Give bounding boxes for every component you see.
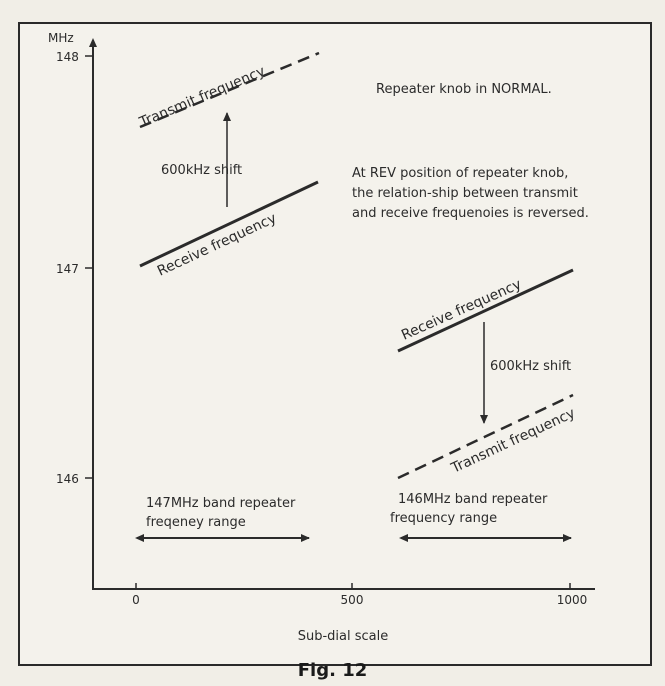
note-normal: Repeater knob in NORMAL. (376, 82, 552, 97)
x-axis-label: Sub-dial scale (298, 629, 389, 644)
x-tick-label-1000: 1000 (557, 593, 588, 607)
right-shift-label: 600kHz shift (490, 359, 571, 374)
left-shift-label: 600kHz shift (161, 163, 242, 178)
left-transmit-line (139, 51, 320, 129)
x-tick-label-0: 0 (132, 593, 140, 607)
y-unit-label: MHz (48, 31, 74, 45)
right-range-line-2: frequency range (390, 511, 497, 526)
y-tick-label-148: 148 (56, 50, 79, 64)
right-transmit-line (397, 393, 574, 480)
right-range-line-1: 146MHz band repeater (398, 492, 548, 507)
note-rev-line-3: and receive frequenoies is reversed. (352, 206, 589, 221)
left-range-line-2: freqeney range (146, 515, 246, 530)
right-transmit-label: Transmit frequency (448, 405, 578, 477)
right-receive-line (397, 268, 574, 353)
figure-frame (18, 22, 652, 666)
left-receive-line (139, 180, 319, 268)
y-tick-label-147: 147 (56, 262, 79, 276)
note-rev-line-1: At REV position of repeater knob, (352, 166, 568, 181)
note-rev-line-2: the relation-ship between transmit (352, 186, 578, 201)
left-receive-label: Receive frequency (155, 210, 279, 279)
left-range-line-1: 147MHz band repeater (146, 496, 296, 511)
right-receive-label: Receive frequency (399, 276, 524, 343)
figure-caption: Fig. 12 (297, 660, 368, 681)
left-transmit-label: Transmit frequency (136, 63, 267, 131)
x-tick-label-500: 500 (341, 593, 364, 607)
y-tick-label-146: 146 (56, 472, 79, 486)
